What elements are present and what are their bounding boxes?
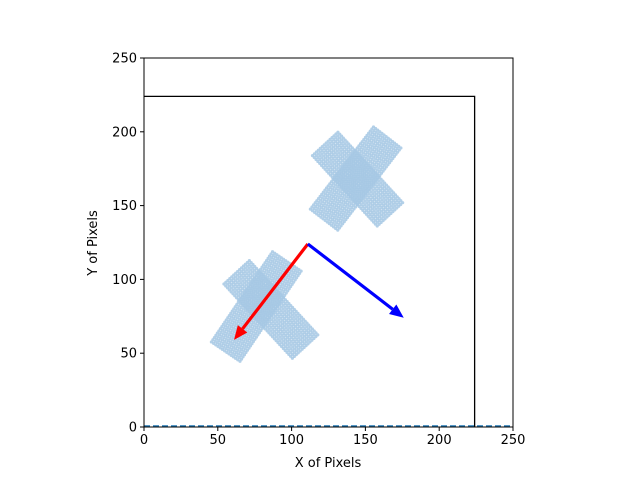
y-tick-label: 100 (112, 273, 137, 288)
red-arrow-head (234, 325, 248, 340)
scatter-point (238, 359, 242, 363)
x-tick-label: 200 (427, 433, 452, 448)
y-tick-label: 250 (112, 52, 137, 67)
blue-arrow-head (389, 304, 404, 318)
blue-arrow (306, 242, 404, 318)
red-arrow (234, 243, 310, 340)
y-tick-label: 150 (112, 199, 137, 214)
y-axis-label: Y of Pixels (86, 210, 101, 277)
scatter-cross-lower (209, 250, 320, 363)
y-tick-label: 0 (129, 421, 137, 436)
boundary-rectangle (144, 95, 513, 427)
scatter-points (209, 125, 405, 363)
blue-arrow-shaft (306, 242, 394, 311)
axes (143, 57, 514, 428)
x-tick-label: 100 (279, 433, 304, 448)
scatter-point (336, 228, 340, 232)
scatter-point (401, 201, 405, 205)
scatter-cross-upper (308, 125, 405, 232)
y-tick-label: 200 (112, 125, 137, 140)
x-tick-label: 150 (353, 433, 378, 448)
boundary-line (144, 95, 476, 427)
red-arrow-shaft (241, 243, 310, 330)
axes-frame (143, 57, 514, 428)
arrows (234, 242, 404, 340)
x-tick-label: 0 (140, 433, 148, 448)
x-axis-label: X of Pixels (295, 456, 362, 471)
x-tick-label: 250 (501, 433, 526, 448)
ticks: 0 50 100 150 200 250 0 50 100 150 200 250 (112, 52, 525, 449)
y-tick-label: 50 (120, 347, 137, 362)
x-tick-label: 50 (210, 433, 227, 448)
scatter-point (316, 333, 320, 337)
